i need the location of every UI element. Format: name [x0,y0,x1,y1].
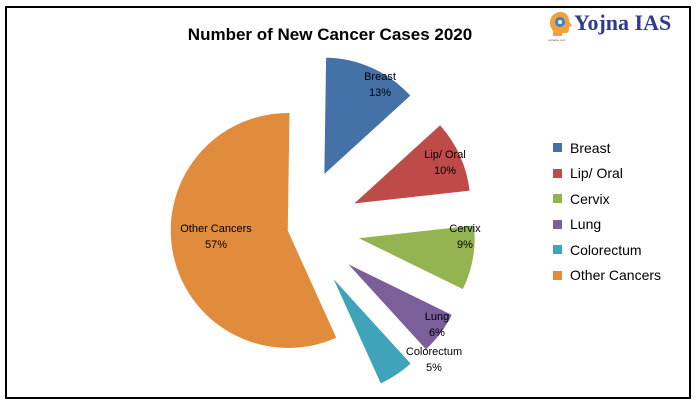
legend-label: Lip/ Oral [570,165,623,182]
head-silhouette-icon [550,12,572,36]
legend-label: Breast [570,139,611,156]
legend-swatch [553,143,562,153]
pie-slice-other-cancers [169,111,338,349]
pie-slice-lip-oral [351,123,471,205]
brand-logo: Yojna IAS yojnaias.com [548,8,688,48]
legend-item: Lip/ Oral [553,161,661,187]
slice-label: Colorectum [406,346,462,358]
legend-label: Cervix [570,190,610,207]
legend-item: Other Cancers [553,263,661,289]
pie-slice-cervix [355,224,476,291]
legend-swatch [553,219,562,229]
slice-label: Lip/ Oral [424,149,466,161]
slice-label: Other Cancers [180,223,252,235]
legend-label: Other Cancers [570,267,662,284]
slice-value-label: 13% [369,87,391,99]
legend-swatch [553,168,562,178]
chart-title: Number of New Cancer Cases 2020 [187,25,473,44]
slice-value-label: 6% [429,327,445,339]
slice-value-label: 57% [205,239,227,251]
legend-item: Breast [553,135,661,161]
slice-label: Cervix [449,223,481,235]
pie-slice-colorectum [331,276,413,385]
logo-tagline: yojnaias.com [548,38,566,42]
slice-value-label: 5% [426,362,442,374]
legend-label: Colorectum [570,241,642,258]
legend-item: Cervix [553,186,661,212]
slice-value-label: 10% [434,165,456,177]
slice-value-label: 9% [457,239,473,251]
pie-slice-breast [323,56,412,177]
slice-label: Breast [364,71,396,83]
legend-swatch [553,194,562,204]
legend: Breast Lip/ Oral Cervix Lung Colorectum Other… [553,135,661,288]
slice-label: Lung [425,311,449,323]
logo-text: Yojna IAS [574,10,672,35]
legend-label: Lung [570,216,602,233]
legend-item: Colorectum [553,237,661,263]
pie-slice-lung [346,262,454,351]
legend-swatch [553,245,562,255]
legend-item: Lung [553,212,661,238]
legend-swatch [553,270,562,280]
